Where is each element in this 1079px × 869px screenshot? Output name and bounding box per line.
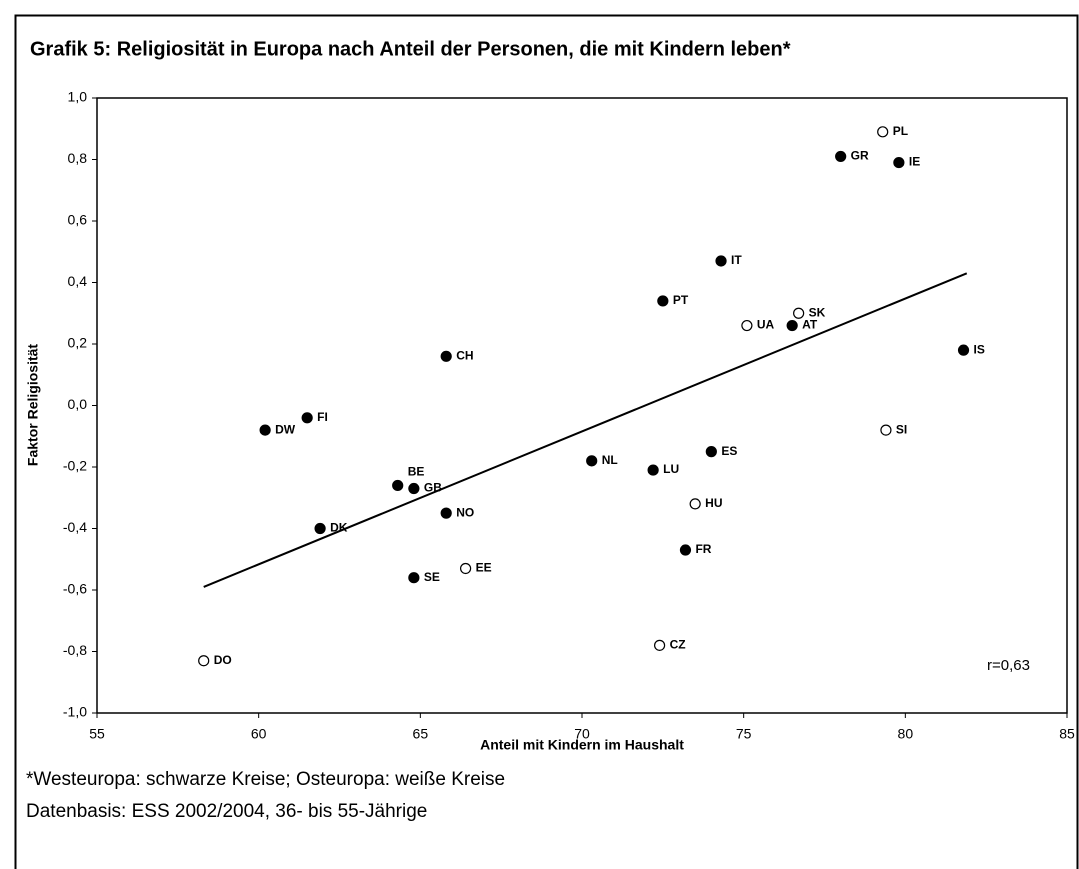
- point: [715, 255, 727, 267]
- y-tick-label: 0,2: [68, 335, 88, 351]
- point: [877, 126, 889, 138]
- point: [689, 498, 701, 510]
- point-label: HU: [705, 496, 722, 510]
- point: [301, 412, 313, 424]
- point-label: GR: [851, 149, 869, 163]
- point: [705, 446, 717, 458]
- point-label: AT: [802, 318, 818, 332]
- point-label: GB: [424, 481, 442, 495]
- point-label: NO: [456, 505, 474, 519]
- x-tick-label: 75: [736, 726, 752, 742]
- point-label: LU: [663, 462, 679, 476]
- point-label: CZ: [670, 638, 686, 652]
- point-label: BE: [408, 465, 425, 479]
- y-tick-label: -0,4: [63, 519, 87, 535]
- point: [957, 344, 970, 356]
- point: [653, 639, 666, 651]
- x-tick-label: 60: [251, 726, 267, 742]
- point-label: IT: [731, 253, 742, 267]
- y-tick-label: 1,0: [68, 89, 88, 105]
- y-tick-label: -0,8: [63, 642, 87, 658]
- point-label: PT: [673, 293, 689, 307]
- frame: [14, 14, 1079, 869]
- x-axis-label: Anteil mit Kindern im Haushalt: [480, 737, 684, 753]
- point: [314, 522, 326, 535]
- y-tick-label: 0,4: [68, 273, 88, 289]
- point: [893, 156, 905, 169]
- x-tick-label: 85: [1059, 726, 1075, 742]
- y-tick-label: -1,0: [63, 704, 87, 720]
- point: [440, 350, 452, 362]
- point: [793, 307, 805, 319]
- footnote: *Westeuropa: schwarze Kreise; Osteuropa:…: [26, 769, 505, 790]
- point: [741, 319, 753, 332]
- point-label: FR: [695, 542, 711, 556]
- point: [586, 455, 598, 467]
- plot-area: [96, 97, 1068, 714]
- y-tick-label: 0,8: [68, 150, 88, 166]
- point-label: SI: [896, 422, 907, 436]
- point: [679, 544, 692, 556]
- point: [460, 562, 472, 575]
- chart-title: Grafik 5: Religiosität in Europa nach An…: [30, 38, 791, 60]
- point: [835, 150, 847, 163]
- point-label: UA: [757, 318, 775, 332]
- x-tick-label: 80: [898, 726, 914, 742]
- point: [408, 482, 420, 495]
- point: [786, 319, 798, 332]
- point: [440, 507, 452, 519]
- point: [198, 655, 210, 667]
- point-label: EE: [476, 561, 492, 575]
- y-tick-label: -0,2: [63, 458, 87, 474]
- point-label: DK: [330, 521, 348, 535]
- y-tick-label: 0,0: [68, 396, 88, 412]
- annotation: r=0,63: [987, 657, 1030, 674]
- point-label: NL: [602, 453, 618, 467]
- point: [408, 572, 420, 584]
- point-label: FI: [317, 410, 328, 424]
- x-tick-label: 70: [574, 726, 590, 742]
- point: [657, 295, 669, 307]
- x-tick-label: 65: [413, 726, 429, 742]
- point-label: CH: [456, 348, 473, 362]
- x-tick-label: 55: [89, 726, 105, 742]
- point: [880, 424, 892, 436]
- point-label: PL: [893, 124, 908, 138]
- footnote: Datenbasis: ESS 2002/2004, 36- bis 55-Jä…: [26, 801, 427, 822]
- y-tick-label: 0,6: [68, 212, 88, 228]
- point-label: IE: [909, 155, 920, 169]
- point-label: DW: [275, 422, 296, 436]
- y-tick-label: -0,6: [63, 581, 87, 597]
- point-label: IS: [974, 342, 985, 356]
- point-label: SE: [424, 570, 440, 584]
- point-label: ES: [721, 444, 737, 458]
- point: [647, 464, 659, 476]
- point: [392, 479, 404, 492]
- y-axis-label: Faktor Religiosität: [25, 344, 41, 466]
- trend-line: [203, 272, 968, 588]
- point-label: DO: [214, 653, 232, 667]
- point-label: SK: [809, 305, 826, 319]
- point: [259, 424, 271, 436]
